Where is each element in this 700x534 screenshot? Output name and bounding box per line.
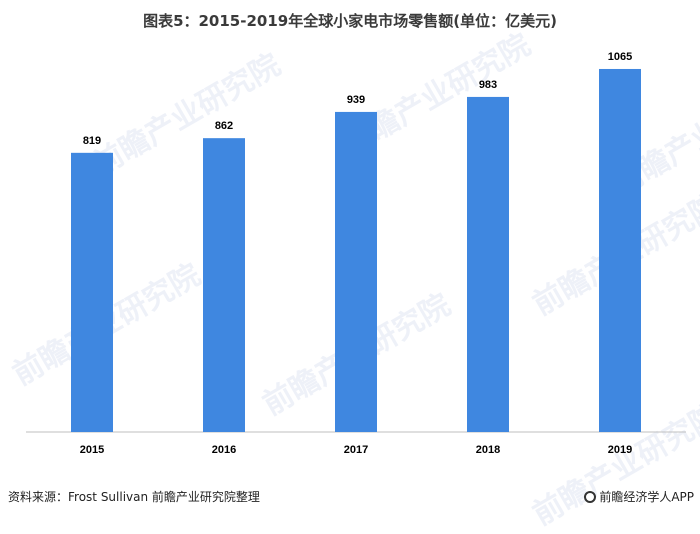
data-label-2015: 819 <box>83 135 101 147</box>
data-label-2016: 862 <box>215 120 233 132</box>
x-tick-label-2018: 2018 <box>476 444 500 456</box>
brand-label: 前瞻经济学人APP <box>584 488 694 505</box>
bar-2019 <box>599 68 641 433</box>
bar-2017 <box>335 111 377 433</box>
source-note: 资料来源：Frost Sullivan 前瞻产业研究院整理 <box>8 490 260 504</box>
bar-2015 <box>71 152 113 432</box>
x-tick-label-2017: 2017 <box>344 444 368 456</box>
bar-chart: 819 2015 862 2016 939 2017 983 2018 1065 2019 <box>26 51 686 456</box>
brand-text: 前瞻经济学人APP <box>599 490 694 504</box>
bar-2018 <box>467 96 509 432</box>
data-label-2018: 983 <box>479 79 497 91</box>
data-label-2019: 1065 <box>608 51 632 63</box>
data-label-2017: 939 <box>347 94 365 106</box>
x-tick-label-2015: 2015 <box>80 444 104 456</box>
x-tick-label-2019: 2019 <box>608 444 632 456</box>
bar-2016 <box>203 138 245 432</box>
chart-title: 图表5：2015-2019年全球小家电市场零售额(单位：亿美元) <box>143 12 557 30</box>
x-tick-label-2016: 2016 <box>212 444 236 456</box>
logo-icon <box>584 490 597 503</box>
